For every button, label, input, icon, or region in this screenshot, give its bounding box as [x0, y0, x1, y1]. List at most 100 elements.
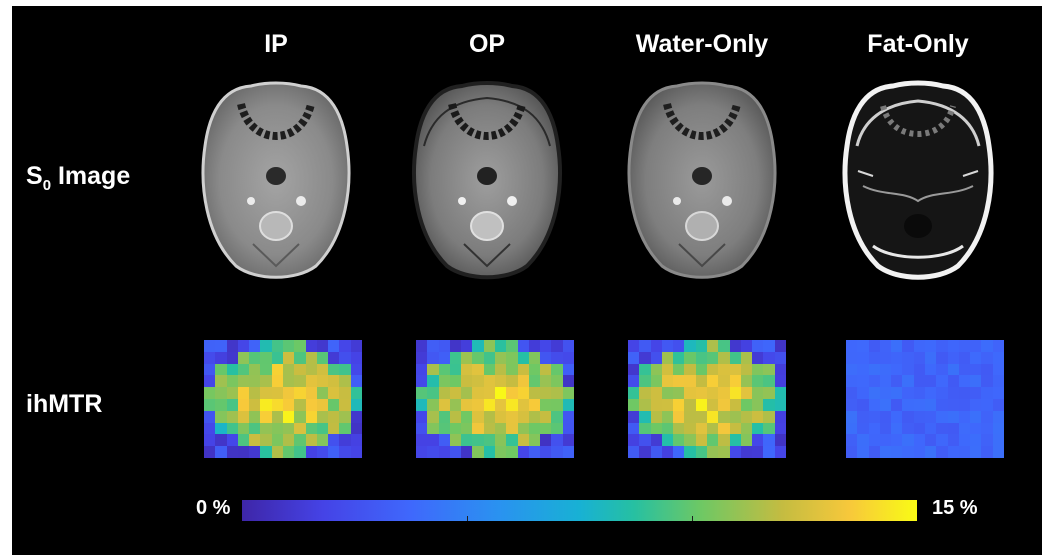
map-pixel — [494, 375, 507, 388]
map-pixel — [846, 434, 858, 447]
map-pixel — [416, 399, 428, 411]
map-pixel — [774, 375, 786, 388]
mri-image-water-only — [627, 81, 777, 279]
map-pixel — [857, 410, 869, 423]
map-pixel — [913, 410, 925, 423]
map-pixel — [902, 434, 914, 447]
map-pixel — [461, 351, 473, 364]
map-pixel — [763, 410, 775, 423]
map-pixel — [461, 399, 473, 411]
map-pixel — [684, 422, 696, 435]
map-pixel — [517, 375, 529, 388]
colorbar-min-label: 0 % — [196, 497, 231, 519]
map-pixel — [970, 375, 982, 388]
map-pixel — [695, 434, 707, 447]
map-pixel — [483, 363, 495, 376]
map-pixel — [774, 363, 786, 376]
map-pixel — [249, 340, 261, 352]
map-pixel — [729, 434, 741, 447]
map-pixel — [936, 351, 948, 364]
map-pixel — [438, 446, 450, 458]
map-pixel — [774, 399, 786, 411]
map-pixel — [879, 446, 892, 458]
map-pixel — [752, 410, 764, 423]
map-pixel — [562, 434, 574, 447]
map-pixel — [339, 399, 351, 411]
map-pixel — [913, 351, 925, 364]
map-pixel — [981, 363, 993, 376]
map-pixel — [970, 399, 982, 411]
map-pixel — [517, 422, 529, 435]
map-pixel — [350, 351, 362, 364]
map-pixel — [472, 387, 484, 399]
map-pixel — [891, 375, 903, 388]
map-pixel — [294, 410, 306, 423]
map-pixel — [947, 422, 959, 435]
map-pixel — [427, 375, 439, 388]
map-pixel — [868, 375, 880, 388]
map-pixel — [416, 446, 428, 458]
mri-image-ip — [201, 81, 351, 279]
map-pixel — [551, 422, 563, 435]
map-pixel — [483, 387, 495, 399]
map-pixel — [913, 446, 925, 458]
map-pixel — [774, 446, 786, 458]
map-pixel — [729, 399, 741, 411]
map-pixel — [427, 351, 439, 364]
map-pixel — [740, 351, 753, 364]
map-pixel — [506, 340, 518, 352]
ihmtr-map-ip — [204, 340, 362, 458]
map-pixel — [260, 422, 272, 435]
map-pixel — [661, 446, 674, 458]
map-pixel — [461, 446, 473, 458]
map-pixel — [237, 399, 250, 411]
map-pixel — [271, 340, 283, 352]
map-pixel — [868, 446, 880, 458]
map-pixel — [339, 351, 351, 364]
map-pixel — [650, 446, 662, 458]
map-pixel — [981, 434, 993, 447]
map-pixel — [879, 340, 892, 352]
map-pixel — [958, 375, 971, 388]
map-pixel — [763, 399, 775, 411]
map-pixel — [752, 351, 764, 364]
map-pixel — [226, 399, 238, 411]
map-pixel — [562, 387, 574, 399]
map-pixel — [316, 340, 329, 352]
row-label-s0-image: S0 Image — [26, 162, 131, 194]
map-pixel — [924, 434, 937, 447]
map-pixel — [517, 387, 529, 399]
map-pixel — [483, 399, 495, 411]
map-pixel — [650, 351, 662, 364]
map-pixel — [494, 434, 507, 447]
map-pixel — [328, 340, 340, 352]
map-pixel — [237, 387, 250, 399]
map-pixel — [438, 410, 450, 423]
map-pixel — [328, 446, 340, 458]
map-pixel — [763, 446, 775, 458]
map-pixel — [857, 399, 869, 411]
mri-image-op — [412, 81, 562, 280]
map-pixel — [506, 387, 518, 399]
map-pixel — [215, 340, 227, 352]
map-pixel — [706, 340, 719, 352]
map-pixel — [913, 363, 925, 376]
map-pixel — [562, 446, 574, 458]
map-pixel — [339, 434, 351, 447]
map-pixel — [958, 351, 971, 364]
map-pixel — [695, 375, 707, 388]
map-pixel — [857, 434, 869, 447]
map-pixel — [868, 410, 880, 423]
map-pixel — [891, 434, 903, 447]
map-pixel — [562, 422, 574, 435]
map-pixel — [282, 446, 295, 458]
map-pixel — [868, 340, 880, 352]
map-pixel — [237, 422, 250, 435]
map-pixel — [249, 422, 261, 435]
map-pixel — [661, 351, 674, 364]
map-pixel — [427, 434, 439, 447]
map-pixel — [958, 410, 971, 423]
map-pixel — [673, 410, 685, 423]
map-pixel — [517, 340, 529, 352]
map-pixel — [249, 410, 261, 423]
